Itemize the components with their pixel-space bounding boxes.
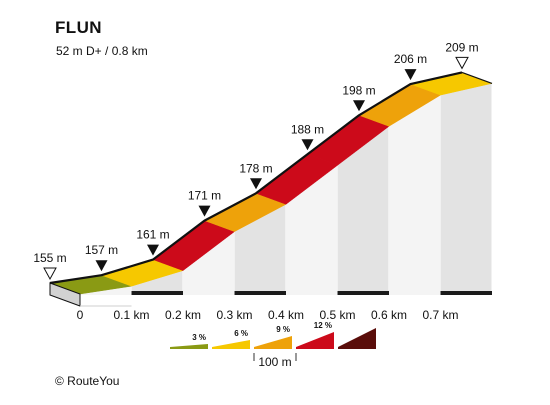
waypoint-marker-icon [301,139,314,151]
chart-title: FLUN [55,18,102,37]
waypoint-marker-hollow-icon [43,267,57,281]
elevation-label: 155 m [33,251,66,265]
profile-side-face [440,83,492,296]
base-stripe [131,291,183,295]
elevation-label: 178 m [239,161,272,175]
waypoint-marker-icon [353,100,365,112]
credit-text: © RouteYou [55,374,120,388]
waypoint-marker-icon [95,260,108,272]
x-tick-label: 0.7 km [422,308,458,322]
profile-side-face [337,126,389,295]
waypoint-marker-icon [250,178,262,190]
elevation-label: 161 m [136,228,169,242]
gradient-legend-label: 6 % [234,329,248,338]
waypoint-marker-icon [147,244,159,256]
gradient-legend-swatch [212,340,250,349]
x-tick-label: 0.6 km [371,308,407,322]
waypoint-marker-hollow-icon [455,56,469,70]
waypoint-marker-icon [198,205,211,217]
profile-side-face [183,231,235,295]
x-tick-label: 0.3 km [216,308,252,322]
x-tick-label: 0.1 km [113,308,149,322]
x-tick-label: 0.2 km [165,308,201,322]
elevation-label: 157 m [85,243,118,257]
elevation-label: 209 m [445,40,478,54]
gradient-legend-swatch [338,328,376,349]
profile-side-face [234,204,286,295]
legend-scale-label: 100 m [258,355,291,369]
gradient-legend-label: 3 % [192,333,206,342]
chart-subtitle: 52 m D+ / 0.8 km [56,44,148,58]
gradient-legend-swatch [170,344,208,349]
profile-side-face [286,165,338,295]
x-tick-label: 0 [77,308,84,322]
waypoint-marker-icon [404,69,417,81]
base-stripe [337,291,389,295]
profile-ridge-line [49,71,463,285]
profile-side-face [389,95,441,295]
gradient-legend-label: 12 % [314,321,332,330]
elevation-label: 188 m [291,122,324,136]
base-stripe [234,291,286,295]
elevation-label: 171 m [188,189,221,203]
profile-end-edge [461,71,493,84]
elevation-label: 206 m [394,52,427,66]
elevation-label: 198 m [342,83,375,97]
x-tick-label: 0.4 km [268,308,304,322]
gradient-legend-swatch [296,332,334,349]
gradient-legend-swatch [254,336,292,349]
x-tick-label: 0.5 km [319,308,355,322]
base-stripe [440,291,492,295]
profile-side-face [131,270,183,295]
gradient-legend-label: 9 % [276,325,290,334]
